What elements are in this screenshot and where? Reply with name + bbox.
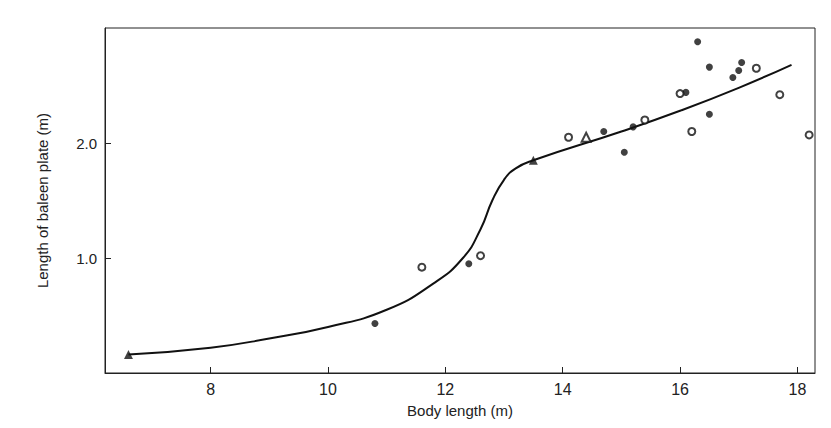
svg-text:14: 14 — [554, 381, 572, 398]
svg-text:12: 12 — [436, 381, 454, 398]
svg-text:10: 10 — [319, 381, 337, 398]
svg-text:2.0: 2.0 — [76, 135, 97, 152]
svg-text:16: 16 — [671, 381, 689, 398]
svg-text:8: 8 — [206, 381, 215, 398]
svg-text:Length of baleen plate (m): Length of baleen plate (m) — [34, 113, 51, 288]
svg-text:1.0: 1.0 — [76, 250, 97, 267]
svg-text:18: 18 — [788, 381, 806, 398]
svg-text:Body length (m): Body length (m) — [407, 402, 513, 419]
